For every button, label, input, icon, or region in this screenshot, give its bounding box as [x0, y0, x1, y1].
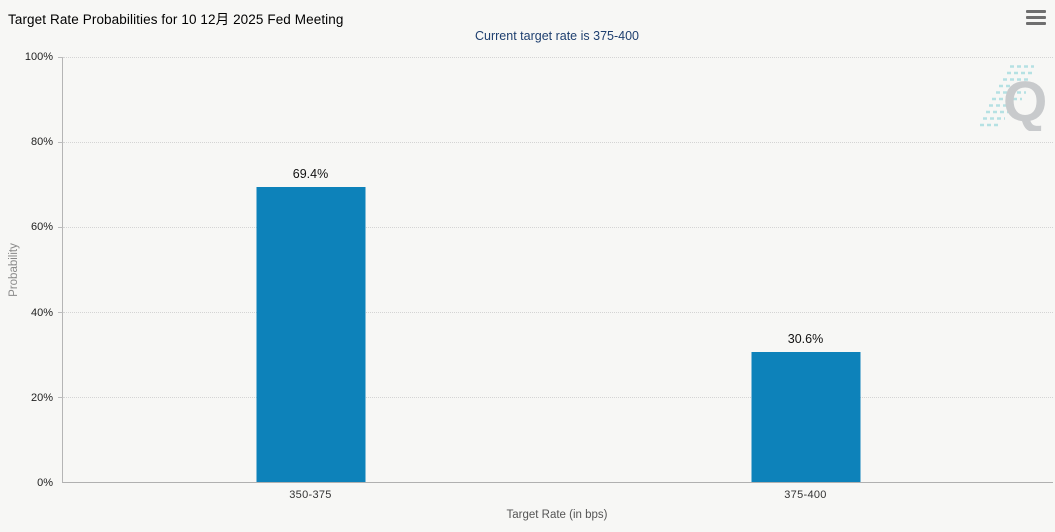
y-axis-tick-labels: 0% 20% 40% 60% 80% 100% [0, 51, 57, 489]
plot-area: 69.4% 350-375 30.6% 375-400 Q [58, 57, 1053, 501]
x-axis-title: Target Rate (in bps) [506, 509, 608, 521]
watermark-q-letter: Q [1003, 70, 1047, 131]
gridline-100 [63, 57, 1053, 58]
y-axis-tick [58, 227, 63, 228]
chart-menu-button[interactable] [1026, 10, 1046, 25]
quikstrike-logo-watermark: Q [980, 65, 1047, 131]
x-axis-category-label: 350-375 [289, 489, 332, 501]
hamburger-menu-icon [1026, 22, 1046, 25]
probability-bar-350-375[interactable] [256, 187, 365, 482]
chart-subtitle: Current target rate is 375-400 [475, 29, 639, 43]
y-axis-tick-label: 0% [37, 477, 53, 489]
y-axis-tick [58, 142, 63, 143]
hamburger-menu-icon [1026, 10, 1046, 13]
chart-title: Target Rate Probabilities for 10 12月 202… [8, 12, 344, 27]
y-axis-tick-label: 80% [30, 136, 53, 149]
y-axis-tick [58, 312, 63, 313]
y-axis-tick [58, 397, 63, 398]
watermark-hatch-stripes [980, 65, 1034, 127]
gridline-20 [63, 397, 1053, 398]
gridline-60 [63, 227, 1053, 228]
y-axis-tick [58, 57, 63, 58]
y-axis-tick-label: 40% [30, 306, 53, 319]
hamburger-menu-icon [1026, 16, 1046, 19]
probability-bar-375-400[interactable] [751, 351, 860, 482]
gridline-40 [63, 312, 1053, 313]
gridline-80 [63, 142, 1053, 143]
bar-value-label: 30.6% [787, 331, 824, 346]
y-axis-tick-label: 100% [24, 51, 53, 63]
x-axis-category-label: 375-400 [784, 489, 827, 501]
y-axis-tick-label: 20% [30, 391, 53, 404]
bar-value-label: 69.4% [292, 167, 329, 182]
y-axis-tick-label: 60% [30, 221, 53, 234]
